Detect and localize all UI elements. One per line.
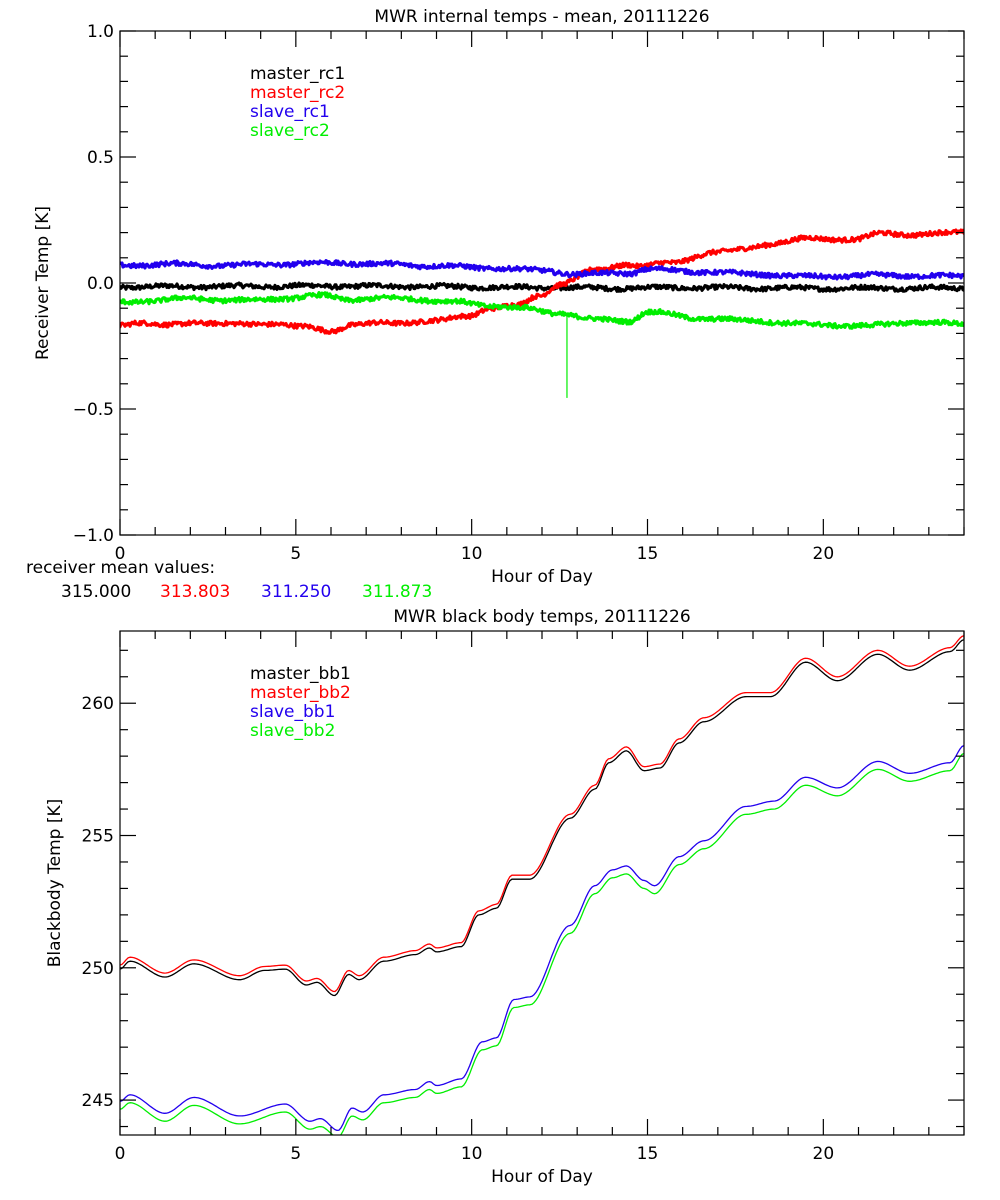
series-group [120, 635, 964, 1135]
axis-ticks [119, 631, 965, 1135]
x-tick-label: 5 [290, 544, 301, 564]
y-tick-labels: −1.0 −0.5 0.0 0.5 1.0 [73, 22, 114, 546]
y-tick-label: 0.5 [87, 148, 114, 168]
y-tick-label: −1.0 [73, 526, 114, 546]
series-line-master-rc1 [120, 281, 964, 293]
x-tick-label: 15 [637, 1144, 659, 1164]
axis-ticks [119, 30, 965, 536]
legend-item-master-bb2: master_bb2 [250, 683, 351, 703]
series-line-slave-rc2 [120, 291, 964, 330]
mean-values-label: receiver mean values: [26, 558, 215, 578]
x-tick-label: 20 [813, 1144, 835, 1164]
receiver-mean-values: receiver mean values: 315.000 313.803 31… [26, 558, 432, 602]
legend-item-slave-rc1: slave_rc1 [250, 102, 330, 122]
x-tick-label: 20 [813, 544, 835, 564]
x-tick-labels: 0 5 10 15 20 [115, 544, 835, 564]
x-tick-label: 10 [461, 1144, 483, 1164]
x-tick-labels: 0 5 10 15 20 [115, 1144, 835, 1164]
series-group [120, 228, 964, 398]
x-tick-label: 0 [115, 1144, 126, 1164]
mean-value-master-rc1: 315.000 [61, 582, 131, 602]
mean-value-slave-rc1: 311.250 [261, 582, 331, 602]
y-tick-label: 1.0 [87, 22, 114, 42]
legend-item-slave-bb1: slave_bb1 [250, 702, 335, 722]
series-line-master-rc2 [120, 228, 964, 335]
x-tick-label: 0 [115, 544, 126, 564]
series-clip [120, 635, 964, 1135]
x-axis-label: Hour of Day [491, 1167, 593, 1187]
mean-value-master-rc2: 313.803 [160, 582, 230, 602]
y-tick-label: 260 [82, 694, 114, 714]
blackbody-temp-chart: MWR black body temps, 20111226 245 250 255… [45, 607, 965, 1187]
y-axis-label: Blackbody Temp [K] [45, 799, 65, 968]
y-tick-label: 255 [82, 827, 114, 847]
series-line-master-bb1 [120, 639, 964, 997]
x-tick-label: 5 [290, 1144, 301, 1164]
y-tick-label: −0.5 [73, 400, 114, 420]
series-clip [120, 228, 964, 398]
chart-title: MWR black body temps, 20111226 [393, 607, 690, 627]
y-tick-label: 245 [82, 1091, 114, 1111]
legend-item-slave-bb2: slave_bb2 [250, 721, 335, 741]
y-tick-label: 250 [82, 959, 114, 979]
x-tick-label: 10 [461, 544, 483, 564]
y-tick-label: 0.0 [87, 274, 114, 294]
series-line-slave-bb2 [120, 752, 964, 1135]
y-tick-labels: 245 250 255 260 [82, 694, 114, 1111]
mean-value-slave-rc2: 311.873 [362, 582, 432, 602]
legend-item-master-rc2: master_rc2 [250, 83, 345, 103]
y-axis-label: Receiver Temp [K] [33, 206, 53, 360]
legend-item-slave-rc2: slave_rc2 [250, 121, 330, 141]
series-line-slave-rc1 [120, 259, 964, 281]
x-tick-label: 15 [637, 544, 659, 564]
series-line-master-bb2 [120, 635, 964, 993]
receiver-temp-chart: MWR internal temps - mean, 20111226 −1.0… [33, 7, 965, 587]
series-line-slave-bb1 [120, 744, 964, 1132]
legend-item-master-bb1: master_bb1 [250, 664, 351, 684]
chart-title: MWR internal temps - mean, 20111226 [374, 7, 709, 27]
x-axis-label: Hour of Day [491, 567, 593, 587]
legend-item-master-rc1: master_rc1 [250, 64, 345, 84]
